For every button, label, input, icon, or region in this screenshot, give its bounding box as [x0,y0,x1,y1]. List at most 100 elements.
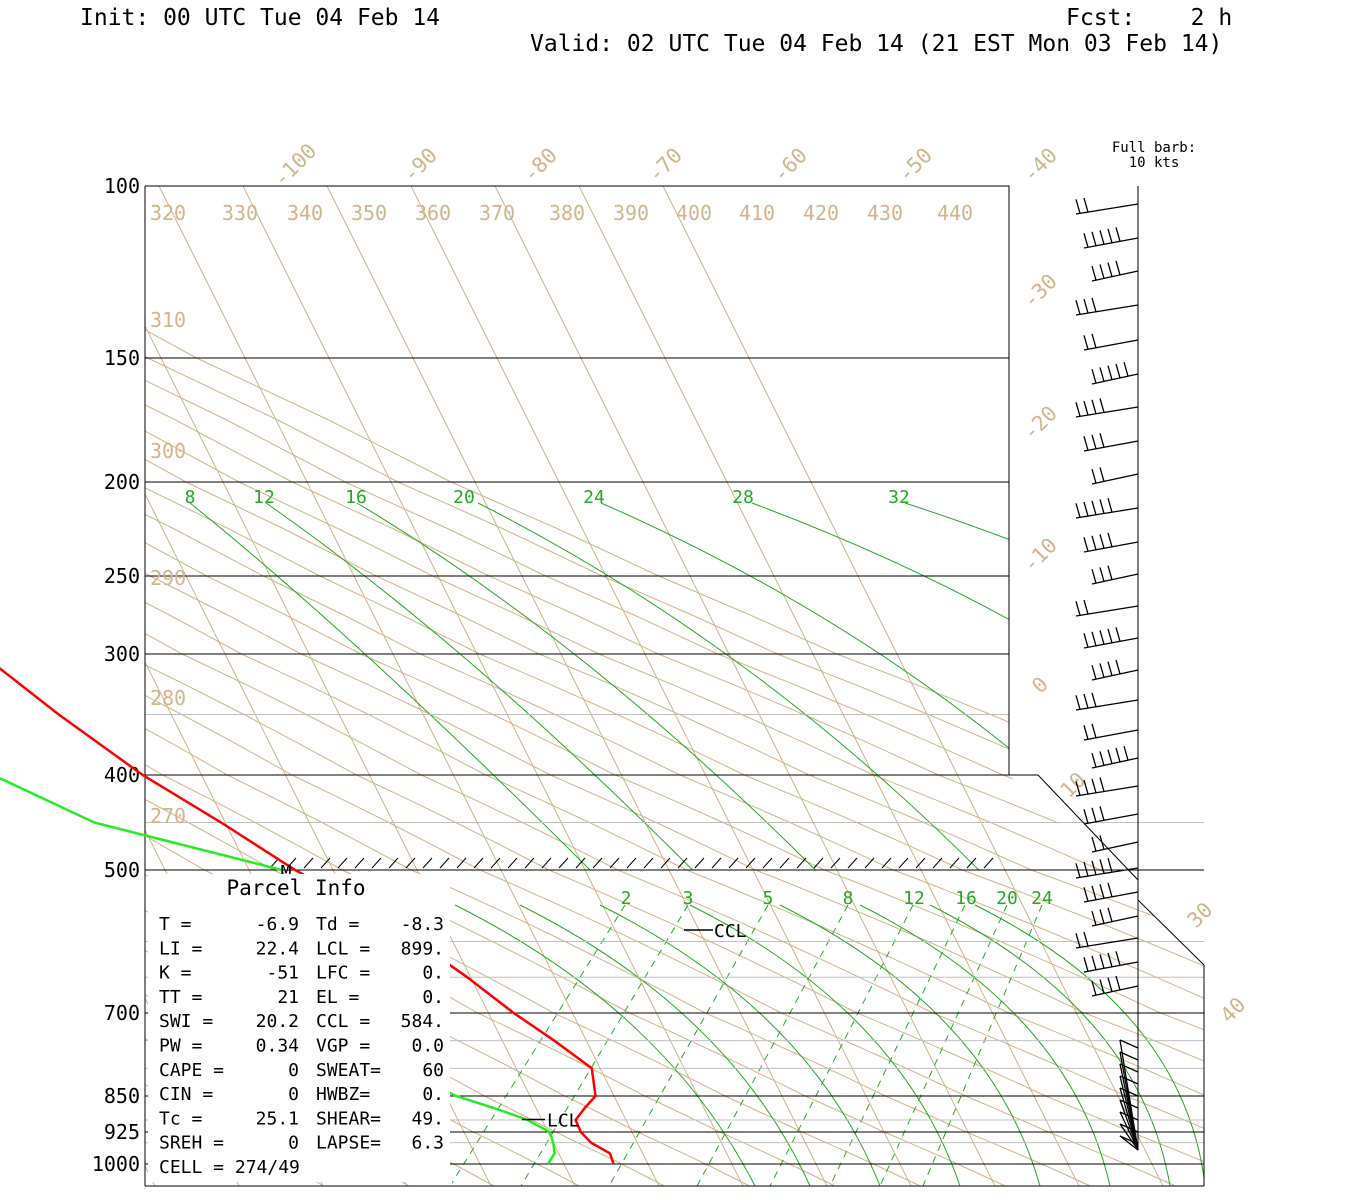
wind-barb-feather [1091,297,1097,312]
wind-barb-feather [1091,500,1097,515]
moist-adiabat-line [974,904,1204,1183]
wind-barb-feather [1099,777,1105,792]
parcel-param-name: LI = [159,938,203,959]
wind-barb-feather [1107,365,1113,380]
wind-barb-shaft [1091,985,1139,997]
theta-label: 390 [613,201,649,225]
theta-label: 280 [150,686,186,710]
wind-barb-feather [1091,860,1097,875]
wind-barb-feather [1075,933,1081,948]
wind-barb-feather [1119,1135,1139,1145]
wind-barb-feather [1107,565,1113,580]
wind-barb-feather [1099,230,1105,245]
moist-adiabat-line [519,904,811,1186]
wind-barb-feather [1083,298,1089,314]
isotherm-line [662,186,1164,1186]
hatch-mark [456,857,467,869]
parcel-param-name: SWEAT= [316,1060,381,1081]
parcel-info-background [148,874,450,1182]
wind-barb-shaft [1091,573,1139,585]
isotherm-label: 30 [1183,898,1218,933]
wind-barb-feather [1115,260,1121,276]
mixing-ratio-label: 20 [453,487,475,508]
hatch-mark [830,857,841,869]
wind-barb-feather [1099,264,1105,279]
isotherm-label: -60 [768,143,812,187]
isotherm-label: -40 [1018,143,1062,187]
parcel-param-value: -8.3 [401,914,444,935]
hatch-mark [473,857,484,869]
wind-barb-feather [1075,300,1081,315]
theta-label: 370 [479,201,515,225]
wind-barb-feather [1123,745,1129,761]
parcel-param-value: 22.4 [256,938,299,959]
isotherm-line [0,186,71,1186]
theta-label: 430 [867,201,903,225]
parcel-param-value: 0.34 [256,1036,299,1057]
parcel-param-value: 49. [411,1108,444,1129]
wind-barb-feather [1091,692,1097,707]
wind-barb-shaft [1083,729,1139,741]
wind-barb-feather [1119,1075,1139,1085]
wind-barb-feather [1083,809,1089,824]
dry-adiabat-line [145,186,1204,1186]
mixing-ratio-label: 8 [843,888,854,909]
wind-barb-feather [1099,663,1105,678]
hatch-mark [847,857,858,869]
parcel-param-value: 0. [422,987,444,1008]
theta-label: 300 [150,439,186,463]
hatch-mark [898,857,909,869]
wind-barb-feather [1099,398,1105,413]
isotherm-line [410,186,912,1186]
dry-adiabat-line [145,186,1204,1186]
parcel-param-name: LAPSE= [316,1133,381,1154]
parcel-param-name: EL = [316,987,360,1008]
parcel-param-name: CIN = [159,1084,213,1105]
wind-barb-feather [1115,951,1121,966]
theta-label: 410 [739,201,775,225]
wind-barb-feather [1099,954,1105,969]
mixing-ratio-label: 2 [621,888,632,909]
dry-adiabat-line [145,186,921,1186]
wind-barb-feather [1083,861,1089,877]
wind-barb-feather [1083,400,1089,416]
mixing-ratio-line [600,502,1009,749]
wind-barb-feather [1119,1123,1139,1133]
wind-barb-feather [1119,1039,1139,1049]
isotherm-label: -70 [643,143,687,187]
mixing-ratio-dashed-line [696,904,849,1186]
moist-adiabat-line [454,904,756,1186]
wind-barb-feather [1083,633,1089,648]
theta-label: 350 [351,201,387,225]
mixing-ratio-label: 28 [732,487,754,508]
wind-barb-feather [1107,858,1113,873]
theta-label: 440 [937,201,973,225]
frame-diagonal-lower [1137,899,1205,966]
mixing-ratio-dashed-line [608,904,769,1186]
wind-barb-feather [1115,659,1121,675]
theta-label: 360 [415,201,451,225]
wind-barb-feather [1083,197,1089,213]
mixing-ratio-label: 12 [903,888,925,909]
wind-barb-feather [1099,909,1105,924]
wind-barb-shaft [1075,304,1139,316]
wind-barb-feather [1091,631,1097,646]
hatch-mark [745,857,756,869]
mixing-ratio-label: 3 [683,888,694,909]
moist-adiabat-line [929,904,1171,1186]
mixing-ratio-dashed-line [452,904,626,1184]
wind-barb-feather [1107,532,1113,547]
wind-barb-shaft [1075,699,1139,711]
isotherm-label: 40 [1216,993,1251,1028]
mixing-ratio-label: 24 [1031,888,1053,909]
dry-adiabat-line [145,186,1204,1186]
wind-barb-feather [1083,233,1089,248]
wind-barb-feather [1083,725,1089,740]
isotherm-label: -100 [269,139,322,192]
wind-barb-feather [1099,367,1105,382]
mixing-ratio-label: 8 [185,487,196,508]
parcel-param-value: 25.1 [256,1108,299,1129]
lcl-label: LCL [547,1111,580,1132]
parcel-param-value: 0. [422,1084,444,1105]
pressure-label: 700 [104,1001,140,1025]
